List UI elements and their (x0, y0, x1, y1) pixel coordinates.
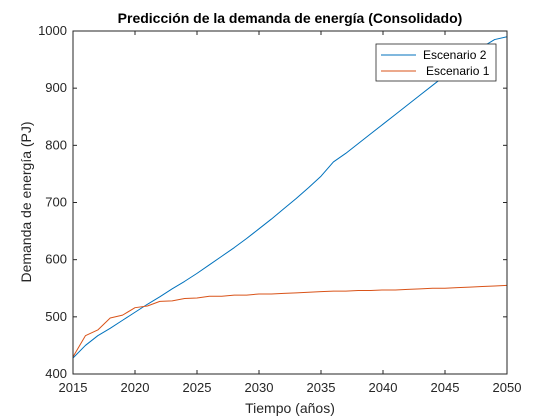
legend-label-escenario-1: Escenario 1 (426, 64, 490, 78)
x-tick-label: 2040 (369, 380, 398, 395)
y-tick-label: 1000 (38, 23, 67, 38)
x-tick-label: 2030 (245, 380, 274, 395)
y-tick-label: 500 (45, 309, 67, 324)
x-tick-label: 2050 (493, 380, 522, 395)
y-tick-label: 900 (45, 80, 67, 95)
legend-label-escenario-2: Escenario 2 (423, 48, 487, 62)
y-tick-label: 400 (45, 366, 67, 381)
plot-area (73, 31, 507, 374)
x-tick-label: 2015 (59, 380, 88, 395)
legend[interactable]: Escenario 2 Escenario 1 (376, 44, 496, 81)
y-tick-label: 600 (45, 252, 67, 267)
x-tick-label: 2020 (121, 380, 150, 395)
x-tick-label: 2025 (183, 380, 212, 395)
y-axis-title: Demanda de energía (PJ) (18, 121, 34, 282)
x-tick-label: 2035 (307, 380, 336, 395)
y-tick-label: 700 (45, 195, 67, 210)
x-tick-label: 2045 (431, 380, 460, 395)
chart-title: Predicción de la demanda de energía (Con… (118, 10, 463, 26)
x-axis-title: Tiempo (años) (245, 400, 335, 416)
y-tick-label: 800 (45, 137, 67, 152)
